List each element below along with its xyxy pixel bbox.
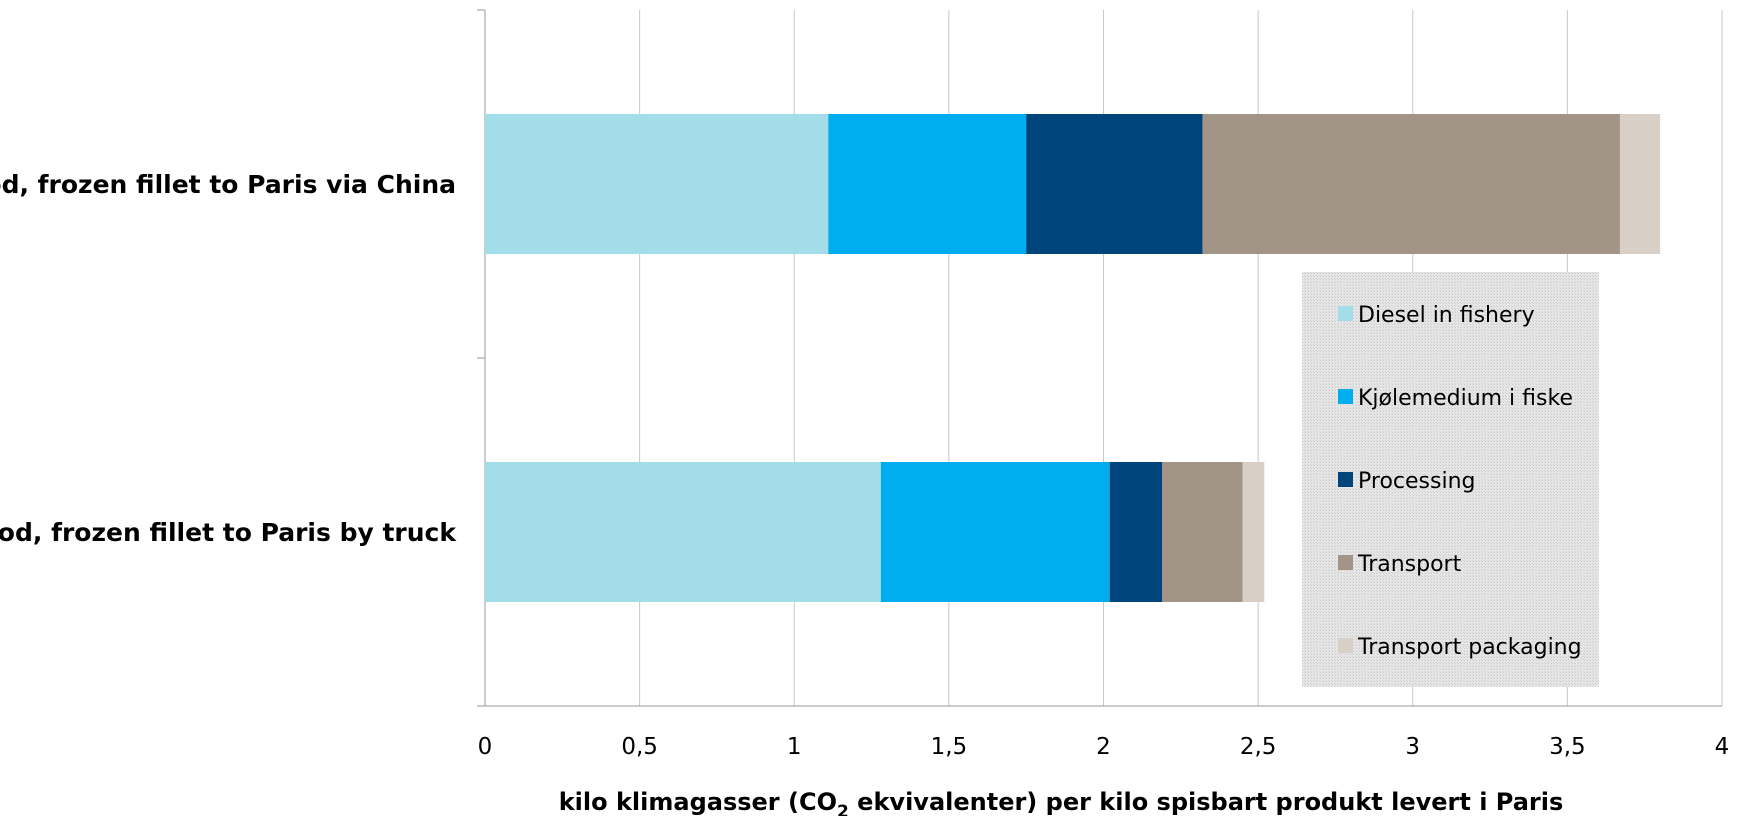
x-tick-label: 1 (787, 734, 802, 760)
bar-segment (828, 114, 1027, 254)
category-labels: Cod, frozen fillet to Paris via China Cod… (0, 170, 457, 547)
bar-segment (880, 462, 1110, 602)
x-tick-label: 3 (1405, 734, 1420, 760)
bars (485, 114, 1661, 602)
legend: Diesel in fishery Kjølemedium i fiske Proc… (1302, 272, 1599, 687)
legend-label: Transport (1357, 552, 1462, 577)
bar-segment (1242, 462, 1265, 602)
x-tick-labels: 0 0,5 1 1,5 2 2,5 3 3,5 4 (478, 734, 1730, 760)
legend-swatch (1338, 555, 1353, 570)
bar-segment (485, 462, 881, 602)
x-axis-label: kilo klimagasser (CO2 ekvivalenter) per … (559, 788, 1564, 816)
x-tick-label: 2 (1096, 734, 1111, 760)
bar-segment (1619, 114, 1661, 254)
bar-segment (1109, 462, 1163, 602)
bar-segment (1162, 462, 1243, 602)
legend-label: Processing (1358, 469, 1475, 494)
legend-swatch (1338, 389, 1353, 404)
x-tick-label: 2,5 (1240, 734, 1277, 760)
x-tick-label: 4 (1715, 734, 1730, 760)
legend-label: Kjølemedium i fiske (1358, 386, 1573, 411)
category-label: Cod, frozen fillet to Paris via China (0, 170, 456, 199)
legend-swatch (1338, 638, 1353, 653)
x-tick-label: 1,5 (931, 734, 968, 760)
legend-label: Diesel in fishery (1358, 303, 1535, 328)
legend-label: Transport packaging (1357, 635, 1582, 660)
x-tick-label: 0 (478, 734, 493, 760)
bar-segment (485, 114, 829, 254)
x-tick-label: 3,5 (1549, 734, 1586, 760)
legend-swatch (1338, 472, 1353, 487)
category-label: Cod, frozen fillet to Paris by truck (0, 518, 457, 547)
x-tick-label: 0,5 (621, 734, 658, 760)
bar-segment (1026, 114, 1203, 254)
legend-swatch (1338, 306, 1353, 321)
bar-segment (1202, 114, 1620, 254)
